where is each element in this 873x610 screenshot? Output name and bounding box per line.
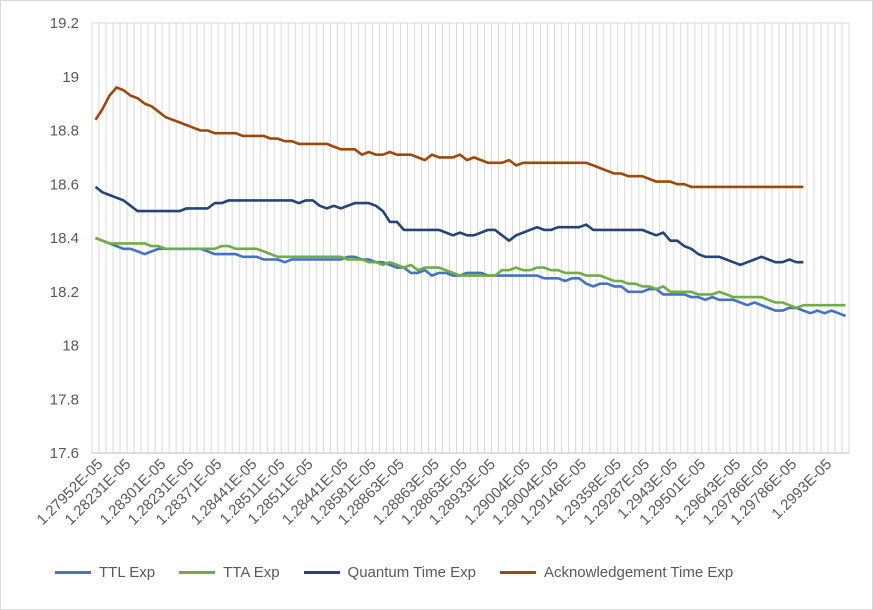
legend-swatch [55,570,91,574]
legend-label: TTL Exp [99,563,156,581]
legend-label: Acknowledgement Time Exp [543,563,734,581]
y-tick-label: 17.6 [50,445,79,462]
legend-swatch [179,570,216,574]
gridlines [91,22,850,453]
legend-item: Quantum Time Exp [303,563,476,581]
series-line-quantum-time-exp [94,185,804,267]
y-tick-label: 18.6 [50,176,79,193]
series-line-tta-exp [95,236,846,310]
y-tick-label: 18.8 [50,123,79,140]
series-line-ttl-exp [95,236,846,318]
x-axis-ticks: 1.27952E-051.28231E-051.28301E-051.28231… [34,456,836,529]
legend-item: TTL Exp [55,564,155,581]
y-tick-label: 17.8 [50,391,79,408]
series-line-acknowledgement-time-exp [94,86,804,189]
legend-item: Acknowledgement Time Exp [499,563,734,581]
legend-swatch [303,570,340,574]
legend-label: Quantum Time Exp [347,563,476,581]
y-tick-label: 18.4 [50,230,79,247]
legend-swatch [499,570,536,574]
y-tick-label: 18.2 [50,284,79,301]
y-tick-label: 18 [62,338,79,355]
y-tick-label: 19 [62,69,79,86]
legend-label: TTA Exp [223,563,280,581]
series-lines [94,86,846,318]
legend: TTL Exp TTA Exp Quantum Time Exp Acknowledg… [55,561,855,583]
y-tick-label: 19.2 [50,15,79,32]
y-axis-ticks: 17.6 17.8 18 18.2 18.4 18.6 18.8 19 19.2 [50,15,79,462]
legend-item: TTA Exp [179,563,280,581]
